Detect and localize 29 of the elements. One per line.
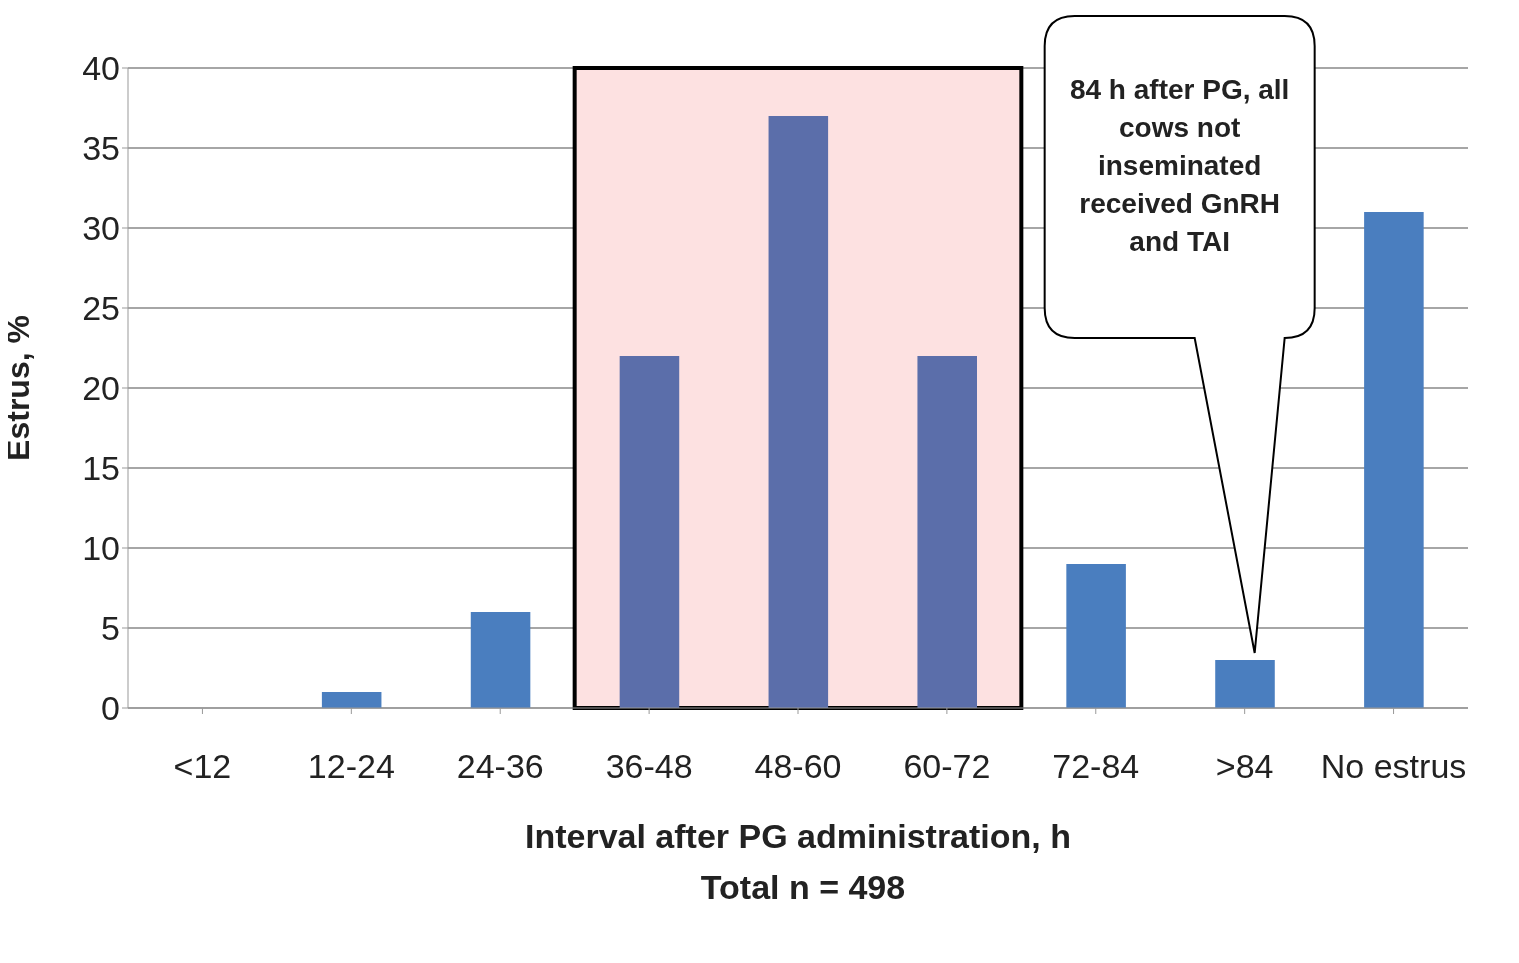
x-tick-label: 12-24 [307,747,395,786]
x-tick-label: No estrus [1320,747,1467,786]
y-tick-label: 25 [82,289,120,328]
x-tick-label: 72-84 [1052,747,1140,786]
bar [917,356,977,708]
bar [470,612,531,708]
y-tick-label: 10 [82,529,120,568]
y-tick-label: 35 [82,129,120,168]
annotation: 84 h after PG, all cows not inseminated received GnRH and TAI [1068,73,1291,259]
x-tick-label: 24-36 [456,747,544,786]
y-tick-label: 30 [82,209,120,248]
text: Total n = 498 [699,868,907,907]
bar [619,356,680,708]
y-tick-label: 20 [82,369,120,408]
x-tick-label: 60-72 [903,747,991,786]
y-tick-label: 15 [82,449,120,488]
x-tick-label: <12 [173,747,232,786]
y-tick-label: 0 [101,689,120,728]
y-tick-label: 40 [82,49,120,88]
bar [1215,660,1275,708]
bar [1066,564,1126,708]
bar [1364,212,1424,708]
x-tick-label: 36-48 [605,747,693,786]
y-tick-label: 5 [101,609,120,648]
x-axis-title: Interval after PG administration, h [524,817,1072,855]
bar [321,692,382,708]
x-tick-label: 48-60 [754,747,842,786]
x-tick-label: >84 [1215,747,1274,786]
bar [768,116,829,708]
